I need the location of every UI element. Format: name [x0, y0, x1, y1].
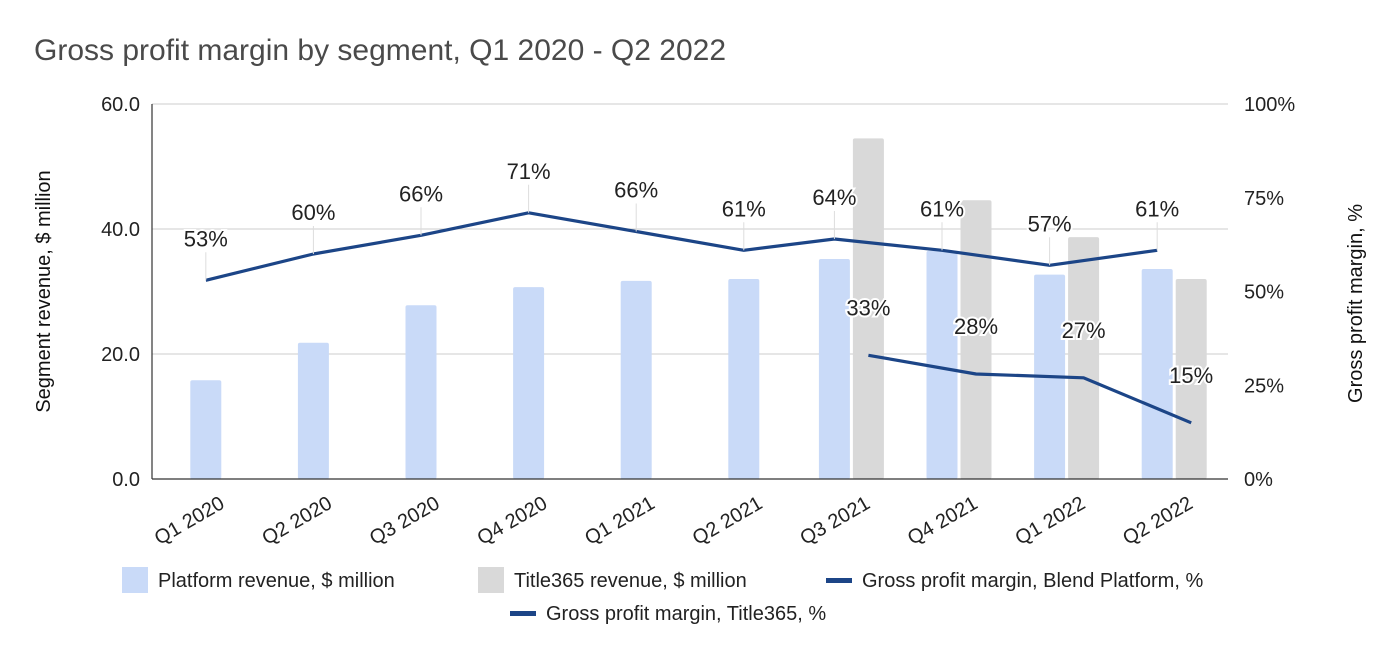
y-left-tick-label: 40.0 — [101, 219, 140, 241]
y-right-tick-label: 50% — [1244, 282, 1284, 304]
data-label-title365-margin: 27% — [1062, 318, 1106, 343]
bar-platform-revenue — [728, 279, 760, 479]
legend-item: Title365 revenue, $ million — [478, 567, 747, 593]
x-tick-label: Q2 2022 — [1119, 492, 1196, 549]
y-right-axis-title: Gross profit margin, % — [1345, 204, 1367, 403]
bar-platform-revenue — [190, 380, 222, 479]
legend-item: Gross profit margin, Title365, % — [510, 603, 826, 625]
bar-platform-revenue — [1141, 269, 1173, 479]
y-left-axis-title: Segment revenue, $ million — [33, 170, 55, 412]
x-tick-label: Q4 2020 — [474, 492, 551, 549]
label-layer: 53% 60% 66% 71% 66% 61% 64% 61% 57% 61% 33% 28% 27% 1… — [182, 157, 1215, 390]
x-tick-label: Q3 2021 — [796, 492, 873, 549]
x-tick-label: Q2 2021 — [689, 492, 766, 549]
x-tick-label: Q1 2021 — [581, 492, 658, 549]
y-left-tick-label: 20.0 — [101, 344, 140, 366]
data-label-blend-margin: 61% — [722, 196, 766, 221]
legend-item: Platform revenue, $ million — [122, 567, 395, 593]
legend-swatch — [510, 611, 536, 616]
line-layer — [205, 211, 1192, 425]
bar-platform-revenue — [926, 250, 958, 479]
bar-title365-revenue — [852, 138, 884, 479]
y-left-tick-label: 0.0 — [112, 469, 140, 491]
bar-platform-revenue — [513, 287, 545, 479]
y-right-tick-label: 75% — [1244, 188, 1284, 210]
y-left-tick-label: 60.0 — [101, 94, 140, 116]
data-label-title365-margin: 15% — [1169, 363, 1213, 388]
legend-label: Title365 revenue, $ million — [514, 570, 747, 592]
bar-platform-revenue — [818, 259, 850, 479]
bar-title365-revenue — [1068, 237, 1100, 479]
bar-platform-revenue — [620, 280, 652, 479]
legend-swatch — [478, 567, 504, 593]
bar-layer — [190, 138, 1207, 479]
bar-platform-revenue — [297, 342, 329, 479]
bar-platform-revenue — [405, 305, 437, 479]
data-label-blend-margin: 53% — [184, 226, 228, 251]
data-label-blend-margin: 61% — [1135, 196, 1179, 221]
chart-title: Gross profit margin by segment, Q1 2020 … — [34, 34, 726, 67]
x-tick-label: Q1 2022 — [1012, 492, 1089, 549]
data-label-blend-margin: 66% — [399, 181, 443, 206]
bar-title365-revenue — [1175, 279, 1207, 479]
legend-item: Gross profit margin, Blend Platform, % — [826, 570, 1203, 592]
data-label-blend-margin: 71% — [507, 159, 551, 184]
legend-swatch — [826, 578, 852, 583]
line-blend-platform-margin — [205, 211, 1158, 282]
legend-label: Gross profit margin, Blend Platform, % — [862, 570, 1203, 592]
legend-swatch — [122, 567, 148, 593]
bar-title365-revenue — [960, 200, 992, 479]
y-right-tick-label: 100% — [1244, 94, 1295, 116]
data-label-title365-margin: 33% — [846, 295, 890, 320]
line-title365-margin — [868, 353, 1192, 425]
legend-label: Platform revenue, $ million — [158, 570, 395, 592]
legend-layer: Platform revenue, $ million Title365 reve… — [122, 567, 1203, 625]
data-label-blend-margin: 66% — [614, 178, 658, 203]
x-tick-label: Q2 2020 — [258, 492, 335, 549]
x-tick-label: Q4 2021 — [904, 492, 981, 549]
y-right-tick-label: 25% — [1244, 375, 1284, 397]
x-tick-label: Q1 2020 — [151, 492, 228, 549]
x-tick-label: Q3 2020 — [366, 492, 443, 549]
data-label-blend-margin: 57% — [1028, 211, 1072, 236]
data-label-blend-margin: 61% — [920, 196, 964, 221]
data-label-title365-margin: 28% — [954, 314, 998, 339]
y-right-tick-label: 0% — [1244, 469, 1273, 491]
data-label-blend-margin: 64% — [812, 185, 856, 210]
data-label-blend-margin: 60% — [291, 200, 335, 225]
legend-label: Gross profit margin, Title365, % — [546, 603, 826, 625]
